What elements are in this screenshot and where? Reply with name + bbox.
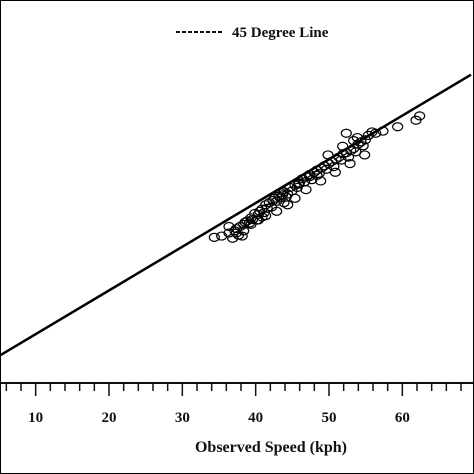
data-point [289,193,301,203]
data-point [208,232,220,242]
data-point [348,136,360,146]
data-point [340,128,352,138]
data-point [342,152,355,162]
data-point [329,167,341,177]
data-point [236,231,248,241]
data-point [345,145,357,156]
data-point [337,141,349,151]
data-point [256,212,268,222]
x-axis: 10 20 30 40 50 60 [1,382,473,426]
data-point [359,150,371,160]
data-point [274,188,286,198]
data-point [357,141,369,151]
data-point [359,135,371,145]
data-point [330,154,342,164]
data-point [315,163,327,173]
x-axis-title: Observed Speed (kph) [195,439,347,456]
data-point [377,126,389,136]
data-point [230,228,242,238]
x-tick-label: 20 [102,410,117,426]
x-tick-label: 10 [28,410,43,426]
data-point [245,219,257,229]
data-point [293,179,305,189]
legend-label: 45 Degree Line [232,25,329,41]
x-tick-label: 40 [248,410,263,426]
x-tick-label: 30 [175,410,190,426]
plot-area [1,73,472,357]
data-point [271,206,283,216]
data-point [238,226,250,236]
data-point [230,224,242,234]
x-tick-label: 50 [322,410,337,426]
data-point [335,155,347,165]
data-point [216,231,228,241]
data-point [322,150,334,160]
x-tick-label: 60 [395,410,410,426]
data-point [223,221,235,232]
data-point [282,200,294,210]
data-point [252,215,264,225]
data-point [315,176,327,186]
legend: 45 Degree Line [176,25,329,41]
reference-line-45-degree [1,73,472,357]
data-point [300,185,312,195]
data-point [293,178,305,188]
data-point [392,122,404,132]
data-point [304,172,316,182]
data-point [344,159,356,169]
data-point [278,198,290,208]
data-point [311,170,323,180]
data-point [414,111,426,121]
data-point [351,132,363,143]
data-point [366,127,378,137]
